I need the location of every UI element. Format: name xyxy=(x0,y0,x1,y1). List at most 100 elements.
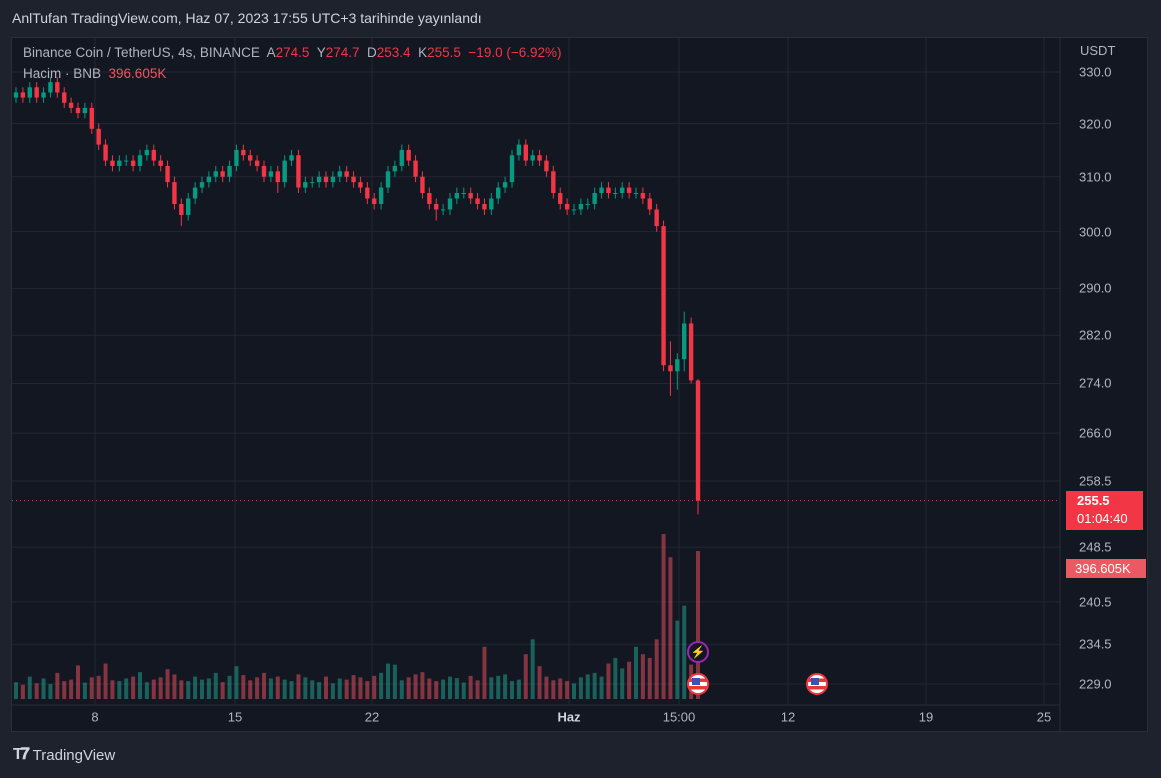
volume-bar xyxy=(647,657,652,699)
price-tick-label: 300.0 xyxy=(1079,224,1112,240)
volume-bar xyxy=(434,681,439,699)
candle-body xyxy=(192,187,198,199)
volume-bar xyxy=(420,672,425,699)
volume-bar xyxy=(144,682,149,699)
candle-body xyxy=(351,176,356,183)
volume-bar xyxy=(592,672,597,699)
volume-bar xyxy=(220,682,225,699)
candle-body xyxy=(34,87,39,98)
candle-body xyxy=(282,160,287,183)
candle-body xyxy=(537,155,542,161)
us-flag-icon[interactable] xyxy=(687,673,709,695)
price-tick-label: 248.5 xyxy=(1079,539,1112,555)
candle-body xyxy=(130,160,136,166)
volume-bar xyxy=(227,675,232,699)
candle-body xyxy=(413,160,418,177)
volume-bar xyxy=(138,672,142,699)
candle-body xyxy=(20,92,26,98)
volume-bar xyxy=(289,681,294,699)
volume-bar xyxy=(200,679,204,699)
chart-frame[interactable] xyxy=(11,37,1148,732)
high-value: 274.7 xyxy=(325,45,360,60)
time-tick-label: Haz xyxy=(557,709,581,725)
volume-bar xyxy=(186,681,191,699)
price-tick-label: 320.0 xyxy=(1079,116,1112,132)
volume-bar xyxy=(193,676,198,699)
volume-bar xyxy=(427,678,432,699)
volume-bar xyxy=(627,661,632,699)
volume-bar xyxy=(131,676,136,699)
candle-body xyxy=(482,203,487,210)
volume-bar xyxy=(441,679,446,699)
last-price-value: 255.5 xyxy=(1077,493,1110,508)
candle-body xyxy=(248,155,253,161)
volume-legend: Hacim · BNB 396.605K xyxy=(23,66,166,81)
candle-body xyxy=(303,182,308,188)
volume-bar xyxy=(372,675,377,699)
volume-bar xyxy=(76,665,80,699)
volume-bar xyxy=(62,681,67,699)
volume-bar xyxy=(503,674,508,699)
candle-body xyxy=(323,176,329,183)
candle-body xyxy=(213,171,218,177)
volume-bar xyxy=(454,678,459,699)
volume-bar xyxy=(413,674,418,699)
candle-body xyxy=(179,203,184,215)
volume-bar xyxy=(262,672,266,699)
candle-body xyxy=(62,92,67,103)
volume-bar xyxy=(475,680,480,699)
volume-bar xyxy=(530,639,535,699)
candle-body xyxy=(447,198,453,210)
volume-bar xyxy=(117,681,122,699)
volume-bar xyxy=(544,676,549,699)
candle-body xyxy=(75,107,81,114)
candle-body xyxy=(144,149,150,156)
volume-bar xyxy=(551,680,556,699)
price-tick-label: 282.0 xyxy=(1079,327,1112,343)
footer-logo[interactable]: T𝟕 TradingView xyxy=(13,746,115,764)
candle-body xyxy=(688,323,694,381)
open-value: 274.5 xyxy=(275,45,310,60)
price-tick-label: 258.5 xyxy=(1079,473,1112,489)
lightning-icon[interactable]: ⚡ xyxy=(687,641,709,663)
candle-body xyxy=(530,155,535,161)
candle-body xyxy=(434,203,439,210)
candle-body xyxy=(385,171,391,188)
candle-body xyxy=(137,155,143,166)
candle-body xyxy=(564,203,570,210)
volume-bar xyxy=(379,672,384,699)
volume-bar xyxy=(675,620,680,699)
time-tick-label: 19 xyxy=(918,709,934,725)
candle-body xyxy=(289,155,294,161)
candle-body xyxy=(427,193,432,204)
candle-body xyxy=(640,193,646,199)
volume-bar xyxy=(34,683,39,699)
volume-bar xyxy=(510,681,514,699)
volume-label[interactable]: Hacim · BNB xyxy=(23,66,102,81)
candle-body xyxy=(206,176,212,183)
price-tick-label: 234.5 xyxy=(1079,636,1112,652)
volume-bar xyxy=(213,672,218,699)
change-value: −19.0 (−6.92%) xyxy=(468,45,562,60)
candle-body xyxy=(372,198,377,204)
candle-body xyxy=(578,203,584,210)
price-tick-label: 290.0 xyxy=(1079,280,1112,296)
candle-body xyxy=(461,193,466,195)
volume-bar xyxy=(82,682,87,699)
volume-bar xyxy=(330,683,335,699)
volume-bar xyxy=(365,681,370,699)
symbol-name[interactable]: Binance Coin / TetherUS, 4s, BINANCE xyxy=(23,45,260,60)
volume-bar xyxy=(268,678,273,699)
candle-body xyxy=(172,182,177,204)
candle-body xyxy=(55,82,60,93)
candle-body xyxy=(110,160,115,166)
candle-body xyxy=(41,92,46,98)
high-label: Y xyxy=(316,45,326,60)
volume-bar xyxy=(103,663,108,699)
volume-bar xyxy=(537,666,542,699)
us-flag-icon[interactable] xyxy=(806,673,828,695)
volume-bar xyxy=(151,679,156,699)
candle-body xyxy=(151,149,156,161)
price-tick-label: 229.0 xyxy=(1079,676,1112,692)
